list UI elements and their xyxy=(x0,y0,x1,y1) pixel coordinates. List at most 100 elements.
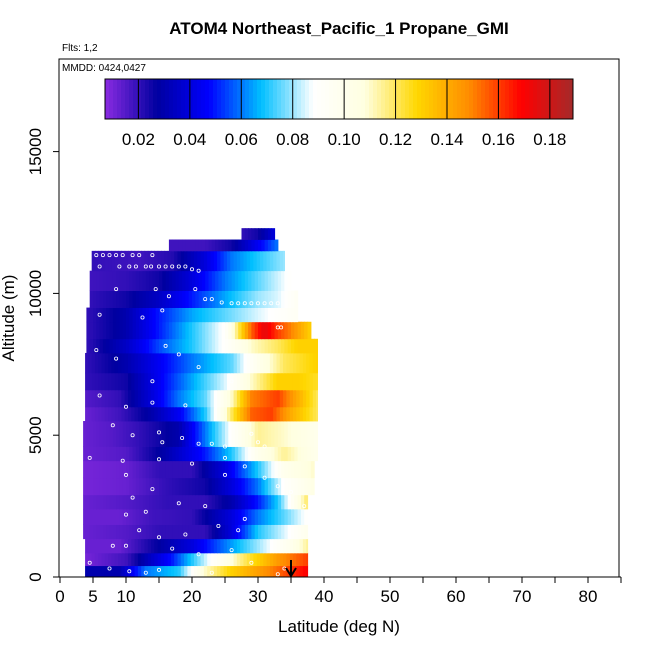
heatmap-cell xyxy=(102,508,107,525)
heatmap-cell xyxy=(122,477,127,496)
heatmap-cell xyxy=(211,446,216,462)
colorbar-swatch xyxy=(193,79,198,119)
heatmap-cell xyxy=(250,250,254,272)
heatmap-cell xyxy=(267,228,272,240)
heatmap-cell xyxy=(106,338,111,354)
heatmap-cell xyxy=(172,270,177,291)
heatmap-cell xyxy=(159,494,163,510)
heatmap-cell xyxy=(217,406,221,422)
heatmap-cell xyxy=(124,538,129,554)
heatmap-cell xyxy=(104,372,109,391)
heatmap-cell xyxy=(254,446,259,462)
heatmap-cell xyxy=(164,372,169,391)
heatmap-cell xyxy=(259,538,264,554)
heatmap-cell xyxy=(96,290,101,308)
heatmap-cell xyxy=(193,352,198,374)
heatmap-cell xyxy=(118,538,122,554)
heatmap-cell xyxy=(188,290,193,308)
heatmap-cell xyxy=(297,321,302,340)
heatmap-cell xyxy=(228,477,233,496)
heatmap-cell xyxy=(267,477,272,496)
heatmap-cell xyxy=(151,538,155,554)
heatmap-cell xyxy=(210,552,215,567)
heatmap-cell xyxy=(246,552,251,567)
heatmap-cell xyxy=(248,446,252,462)
sample-point xyxy=(288,489,293,494)
heatmap-cell xyxy=(175,508,180,525)
heatmap-cell xyxy=(230,389,235,408)
heatmap-cell xyxy=(101,352,106,374)
heatmap-cell xyxy=(119,446,124,462)
heatmap-cell xyxy=(184,389,188,408)
heatmap-cell xyxy=(231,508,236,525)
heatmap-cell xyxy=(172,508,177,525)
arrow-head xyxy=(285,567,297,578)
sample-point xyxy=(236,528,241,533)
heatmap-cell xyxy=(217,538,221,554)
heatmap-cell xyxy=(121,565,126,578)
heatmap-cell xyxy=(203,565,208,578)
heatmap-cell xyxy=(218,307,223,323)
sample-point xyxy=(229,301,234,306)
heatmap-cell xyxy=(273,552,278,567)
colorbar-swatch xyxy=(141,79,146,119)
heatmap-cell xyxy=(261,477,266,496)
heatmap-cell xyxy=(287,524,292,540)
heatmap-cell xyxy=(254,460,259,479)
heatmap-cell xyxy=(122,270,127,291)
heatmap-cell xyxy=(177,538,182,554)
heatmap-cell xyxy=(106,446,111,462)
heatmap-cell xyxy=(96,508,101,525)
heatmap-cell xyxy=(310,338,315,354)
heatmap-cell xyxy=(85,372,89,391)
sample-point xyxy=(242,301,247,306)
heatmap-cell xyxy=(304,494,309,510)
heatmap-cell xyxy=(251,477,256,496)
heatmap-cell xyxy=(198,307,203,323)
heatmap-cell xyxy=(264,321,269,340)
heatmap-cell xyxy=(145,290,150,308)
heatmap-cell xyxy=(193,552,198,567)
heatmap-cell xyxy=(185,446,190,462)
heatmap-cell xyxy=(188,508,193,525)
heatmap-cell xyxy=(94,552,99,567)
heatmap-cell xyxy=(116,270,120,291)
heatmap-cell xyxy=(304,460,309,479)
heatmap-cell xyxy=(241,460,246,479)
heatmap-cell xyxy=(174,250,179,272)
heatmap-cell xyxy=(185,477,190,496)
heatmap-cell xyxy=(114,565,119,578)
heatmap-cell xyxy=(218,508,223,525)
heatmap-cell xyxy=(152,508,157,525)
heatmap-cell xyxy=(119,270,124,291)
heatmap-cell xyxy=(287,290,292,308)
sample-point xyxy=(143,264,148,269)
heatmap-cell xyxy=(177,565,182,578)
heatmap-cell xyxy=(121,389,126,408)
colorbar-tick-label: 0.18 xyxy=(533,130,566,149)
heatmap-cell xyxy=(231,460,236,479)
heatmap-band xyxy=(85,538,309,554)
colorbar-swatch xyxy=(305,79,310,119)
heatmap-cell xyxy=(124,552,129,567)
heatmap-cell xyxy=(279,565,284,578)
sample-point xyxy=(114,253,119,258)
heatmap-cell xyxy=(267,321,272,340)
heatmap-cell xyxy=(205,307,210,323)
heatmap-cell xyxy=(135,446,140,462)
heatmap-cell xyxy=(98,352,103,374)
heatmap-cell xyxy=(258,239,262,252)
sample-point xyxy=(203,297,208,302)
colorbar-swatch xyxy=(433,79,438,119)
heatmap-cell xyxy=(258,477,262,496)
heatmap-cell xyxy=(226,538,231,554)
heatmap-cell xyxy=(287,460,292,479)
heatmap-cell xyxy=(221,446,226,462)
heatmap-cell xyxy=(134,406,139,422)
heatmap-cell xyxy=(223,552,228,567)
heatmap-cell xyxy=(248,508,252,525)
heatmap-cell xyxy=(244,307,249,323)
heatmap-cell xyxy=(137,538,142,554)
heatmap-cell xyxy=(185,270,190,291)
colorbar-swatch xyxy=(233,79,238,119)
